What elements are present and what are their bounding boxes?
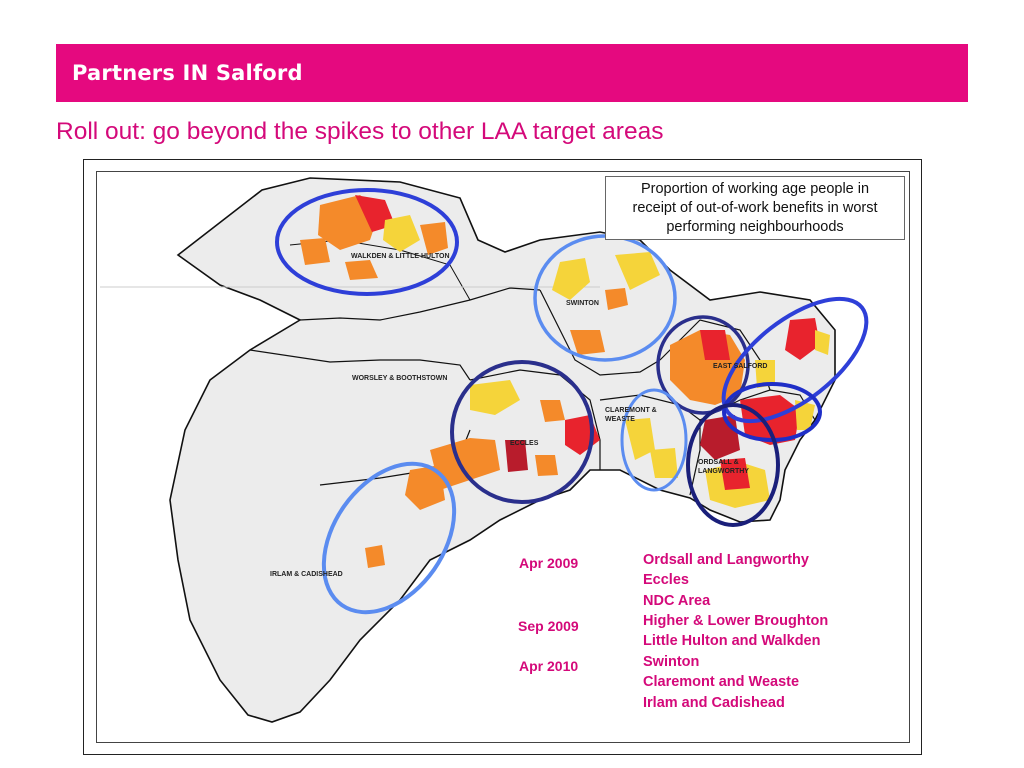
deprivation-claremont bbox=[625, 418, 678, 478]
target-ring-irlam bbox=[321, 461, 457, 615]
legend-line: Proportion of working age people in bbox=[640, 181, 870, 197]
map-legend-box: Proportion of working age people in rece… bbox=[605, 176, 905, 240]
deprivation-walkden bbox=[300, 195, 448, 280]
target-ring-claremont bbox=[620, 388, 688, 492]
area-label-worsley: WORSLEY & BOOTHSTOWN bbox=[352, 375, 448, 382]
target-ring-eccles bbox=[450, 360, 594, 504]
rollout-date: Sep 2009 bbox=[518, 618, 579, 634]
rollout-date: Apr 2009 bbox=[519, 555, 579, 571]
rollout-area: Swinton bbox=[643, 654, 700, 670]
area-label-swinton: SWINTON bbox=[566, 300, 599, 307]
slide-title: Roll out: go beyond the spikes to other … bbox=[56, 118, 664, 145]
legend-line: performing neighbourhoods bbox=[666, 219, 844, 235]
area-label-ordsall: ORDSALL & LANGWORTHY bbox=[698, 459, 749, 475]
rollout-area: Ordsall and Langworthy bbox=[643, 552, 809, 568]
target-ring-higher-broughton bbox=[721, 296, 869, 424]
map-inner-frame bbox=[96, 171, 910, 743]
rollout-area: NDC Area bbox=[643, 593, 711, 609]
target-ring-ordsall bbox=[686, 403, 780, 527]
rollout-area: Irlam and Cadishead bbox=[643, 695, 785, 711]
area-label-walkden: WALKDEN & LITTLE HULTON bbox=[351, 253, 450, 260]
rollout-area: Claremont and Weaste bbox=[643, 674, 800, 690]
deprivation-swinton bbox=[552, 252, 660, 355]
legend-line: receipt of out-of-work benefits in worst bbox=[632, 200, 878, 216]
target-ring-east-salford bbox=[656, 315, 750, 415]
district-boundary bbox=[299, 287, 541, 321]
rollout-date: Apr 2010 bbox=[519, 658, 579, 674]
district-boundary bbox=[539, 289, 661, 376]
district-boundary bbox=[249, 349, 471, 381]
area-label-irlam: IRLAM & CADISHEAD bbox=[270, 571, 343, 578]
deprivation-irlam bbox=[365, 545, 385, 568]
area-label-eccles: ECCLES bbox=[510, 440, 539, 447]
rollout-area: Little Hulton and Walkden bbox=[643, 633, 821, 649]
banner-title: Partners IN Salford bbox=[72, 61, 303, 85]
header-banner: Partners IN Salford bbox=[56, 44, 968, 102]
target-ring-walkden bbox=[275, 188, 459, 296]
rollout-area: Higher & Lower Broughton bbox=[643, 613, 829, 629]
area-label-east-salford: EAST SALFORD bbox=[713, 363, 768, 370]
area-label-claremont: CLAREMONT & WEASTE bbox=[605, 407, 657, 423]
rollout-area: Eccles bbox=[643, 572, 689, 588]
